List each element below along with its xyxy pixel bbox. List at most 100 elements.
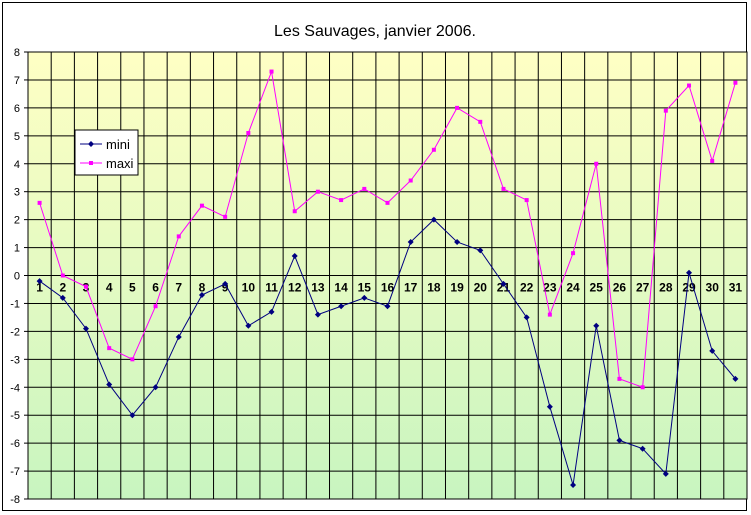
data-point-maxi [663, 108, 668, 113]
y-tick-label: -7 [10, 466, 20, 478]
data-point-mini [662, 470, 669, 477]
x-tick-label: 31 [729, 281, 743, 295]
x-tick-label: 26 [613, 281, 627, 295]
data-point-mini [384, 303, 391, 310]
series-mini [36, 216, 739, 489]
data-point-mini [616, 437, 623, 444]
data-point-maxi [501, 186, 506, 191]
data-point-mini [454, 238, 461, 245]
data-point-mini [59, 294, 66, 301]
data-point-mini [407, 238, 414, 245]
y-tick-label: 6 [14, 103, 20, 115]
data-point-maxi [292, 209, 297, 214]
x-tick-label: 28 [659, 281, 673, 295]
data-point-maxi [617, 376, 622, 381]
x-tick-label: 10 [242, 281, 256, 295]
x-tick-label: 22 [520, 281, 534, 295]
data-point-maxi [524, 198, 529, 203]
data-point-maxi [687, 83, 692, 88]
data-point-mini [268, 308, 275, 315]
data-point-mini [570, 482, 577, 489]
data-point-maxi [571, 251, 576, 256]
data-point-mini [198, 292, 205, 299]
data-point-maxi [339, 198, 344, 203]
x-tick-label: 16 [381, 281, 395, 295]
data-point-mini [593, 322, 600, 329]
x-tick-label: 14 [334, 281, 348, 295]
x-tick-label: 1 [36, 281, 43, 295]
y-tick-label: 3 [14, 187, 20, 199]
data-point-mini [291, 252, 298, 259]
data-point-mini [175, 333, 182, 340]
data-point-mini [82, 325, 89, 332]
x-tick-label: 13 [311, 281, 325, 295]
x-tick-label: 27 [636, 281, 650, 295]
data-point-mini [106, 381, 113, 388]
y-tick-label: -5 [10, 410, 20, 422]
data-point-maxi [733, 80, 738, 85]
data-point-maxi [385, 200, 390, 205]
data-point-mini [500, 280, 507, 287]
y-tick-label: 2 [14, 215, 20, 227]
x-tick-label: 17 [404, 281, 418, 295]
y-tick-label: 5 [14, 131, 20, 143]
data-point-maxi [83, 284, 88, 289]
y-tick-label: -2 [10, 326, 20, 338]
y-tick-label: 7 [14, 75, 20, 87]
data-point-mini [709, 347, 716, 354]
y-tick-label: -3 [10, 354, 20, 366]
x-tick-label: 23 [543, 281, 557, 295]
data-point-maxi [594, 161, 599, 166]
data-point-maxi [710, 158, 715, 163]
data-point-mini [338, 303, 345, 310]
legend-mini-label: mini [106, 137, 130, 152]
x-tick-label: 20 [474, 281, 488, 295]
data-point-maxi [153, 304, 158, 309]
x-tick-label: 9 [222, 281, 229, 295]
x-tick-label: 18 [427, 281, 441, 295]
x-tick-label: 2 [59, 281, 66, 295]
y-tick-label: 8 [14, 47, 20, 59]
legend: mini maxi [74, 129, 139, 176]
x-tick-label: 7 [175, 281, 182, 295]
x-tick-label: 11 [265, 281, 278, 295]
data-point-maxi [223, 214, 228, 219]
x-tick-label: 8 [199, 281, 206, 295]
x-axis-ticks: 1234567891011121314151617181920212223242… [36, 281, 742, 295]
data-point-maxi [107, 346, 112, 351]
data-point-mini [546, 403, 553, 410]
x-tick-label: 19 [450, 281, 464, 295]
y-tick-label: -4 [10, 382, 20, 394]
data-point-maxi [547, 312, 552, 317]
x-tick-label: 25 [590, 281, 604, 295]
chart-title: Les Sauvages, janvier 2006. [274, 23, 476, 40]
data-point-mini [686, 269, 693, 276]
x-tick-label: 4 [106, 281, 113, 295]
data-point-maxi [199, 203, 204, 208]
x-tick-label: 29 [682, 281, 696, 295]
data-point-mini [639, 445, 646, 452]
data-point-maxi [408, 178, 413, 183]
data-point-mini [152, 384, 159, 391]
data-point-mini [129, 412, 136, 419]
x-tick-label: 5 [129, 281, 136, 295]
data-point-mini [732, 375, 739, 382]
legend-mini-marker [88, 141, 94, 147]
series-layer [36, 69, 739, 489]
data-point-maxi [269, 69, 274, 74]
y-tick-label: -8 [10, 494, 20, 506]
data-point-mini [430, 216, 437, 223]
data-point-maxi [362, 186, 367, 191]
data-point-mini [477, 247, 484, 254]
y-tick-label: -1 [10, 298, 20, 310]
gridlines [27, 51, 748, 500]
x-tick-label: 6 [152, 281, 159, 295]
x-tick-label: 12 [288, 281, 302, 295]
data-point-mini [523, 314, 530, 321]
x-tick-label: 15 [358, 281, 372, 295]
data-point-maxi [176, 234, 181, 239]
x-tick-label: 30 [706, 281, 720, 295]
data-point-maxi [37, 200, 42, 205]
data-point-maxi [246, 131, 251, 136]
